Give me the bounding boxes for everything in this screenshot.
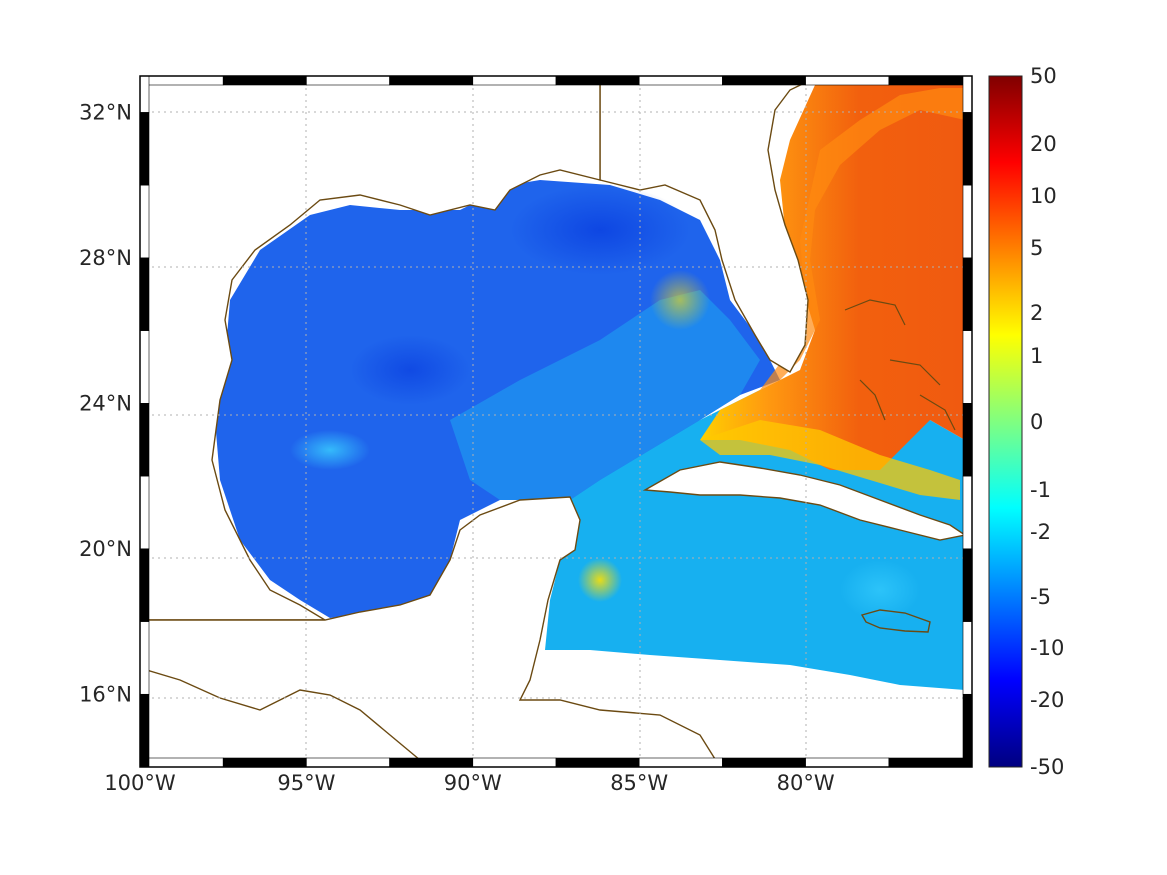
lat-tick-label: 24°N <box>79 391 132 415</box>
lat-tick-label: 32°N <box>79 100 132 124</box>
frame-segment <box>139 112 150 186</box>
frame-segment <box>222 75 307 86</box>
bahamas-outline <box>844 299 956 431</box>
colorbar-tick-label: -10 <box>1030 636 1064 660</box>
us-gulf-coast <box>140 77 601 621</box>
frame-segment <box>389 75 474 86</box>
frame-segment <box>962 112 973 186</box>
colorbar <box>988 75 1023 768</box>
frame-segment <box>805 757 890 768</box>
colorbar-tick-label: 5 <box>1030 236 1043 260</box>
frame-segment <box>472 75 557 86</box>
lon-tick-label: 90°W <box>444 771 502 795</box>
frame-segment <box>888 757 973 768</box>
colorbar-tick-label: -2 <box>1030 520 1051 544</box>
lon-tick-label: 80°W <box>777 771 835 795</box>
gulf-light-band <box>450 290 760 500</box>
frame-segment <box>306 757 390 768</box>
frame-segment <box>139 475 150 550</box>
lon-tick-label: 100°W <box>104 771 176 795</box>
frame-segment <box>139 75 224 86</box>
colorbar-tick-label: 20 <box>1030 132 1057 156</box>
cuba-warm-band <box>700 420 960 500</box>
colorbar-tick-label: 50 <box>1030 64 1057 88</box>
latitude-labels: 16°N 20°N 24°N 28°N 32°N <box>79 100 132 706</box>
frame-segment <box>139 757 224 768</box>
lat-tick-label: 28°N <box>79 246 132 270</box>
frame-segment <box>555 757 640 768</box>
colorbar-tick-label: -1 <box>1030 478 1051 502</box>
colorbar-tick-label: 10 <box>1030 184 1057 208</box>
frame-segment <box>962 75 973 113</box>
frame-segment <box>389 757 474 768</box>
frame-segment <box>805 75 890 86</box>
gulf-stream-core <box>760 88 965 390</box>
jamaica-outline <box>860 609 931 633</box>
frame-segment <box>962 548 973 622</box>
central-america-coast <box>140 667 421 761</box>
colorbar-tick-label: -20 <box>1030 688 1064 712</box>
frame-segment <box>555 75 640 86</box>
colorbar-tick-label: -50 <box>1030 755 1064 779</box>
lat-tick-label: 20°N <box>79 537 132 561</box>
frame-segment <box>722 757 806 768</box>
frame-segment <box>962 693 973 768</box>
frame-segment <box>962 403 973 477</box>
frame-segment <box>962 330 973 404</box>
frame-segment <box>638 75 723 86</box>
colorbar-tick-label: 2 <box>1030 301 1043 325</box>
colorbar-tick-label: 0 <box>1030 410 1043 434</box>
mexico-yucatan <box>140 496 721 767</box>
frame-segment <box>962 184 973 259</box>
frame-segment <box>139 184 150 259</box>
frame-segment <box>472 757 557 768</box>
frame-segment <box>962 621 973 695</box>
frame-segment <box>139 548 150 622</box>
lat-tick-label: 16°N <box>79 682 132 706</box>
frame-segment <box>139 330 150 404</box>
frame-segment <box>888 75 973 86</box>
frame-segment <box>222 757 307 768</box>
longitude-labels: 100°W 95°W 90°W 85°W 80°W <box>104 771 835 795</box>
frame-segment <box>139 257 150 331</box>
frame-segment <box>962 475 973 550</box>
frame-segment <box>139 693 150 768</box>
frame-segment <box>139 75 150 113</box>
lon-tick-label: 95°W <box>277 771 335 795</box>
frame-segment <box>722 75 806 86</box>
map-frame <box>139 75 973 768</box>
frame-segment <box>139 621 150 695</box>
frame-segment <box>306 75 390 86</box>
lon-tick-label: 85°W <box>610 771 668 795</box>
atlantic-field <box>700 85 965 470</box>
colorbar-tick-label: 1 <box>1030 344 1043 368</box>
frame-segment <box>139 403 150 477</box>
data-field <box>140 76 972 767</box>
frame-segment <box>962 257 973 331</box>
map-frame-border <box>139 75 973 768</box>
graticule <box>140 76 972 767</box>
florida-landmass <box>599 77 816 373</box>
frame-segment <box>638 757 723 768</box>
colorbar-tick-label: -5 <box>1030 585 1051 609</box>
